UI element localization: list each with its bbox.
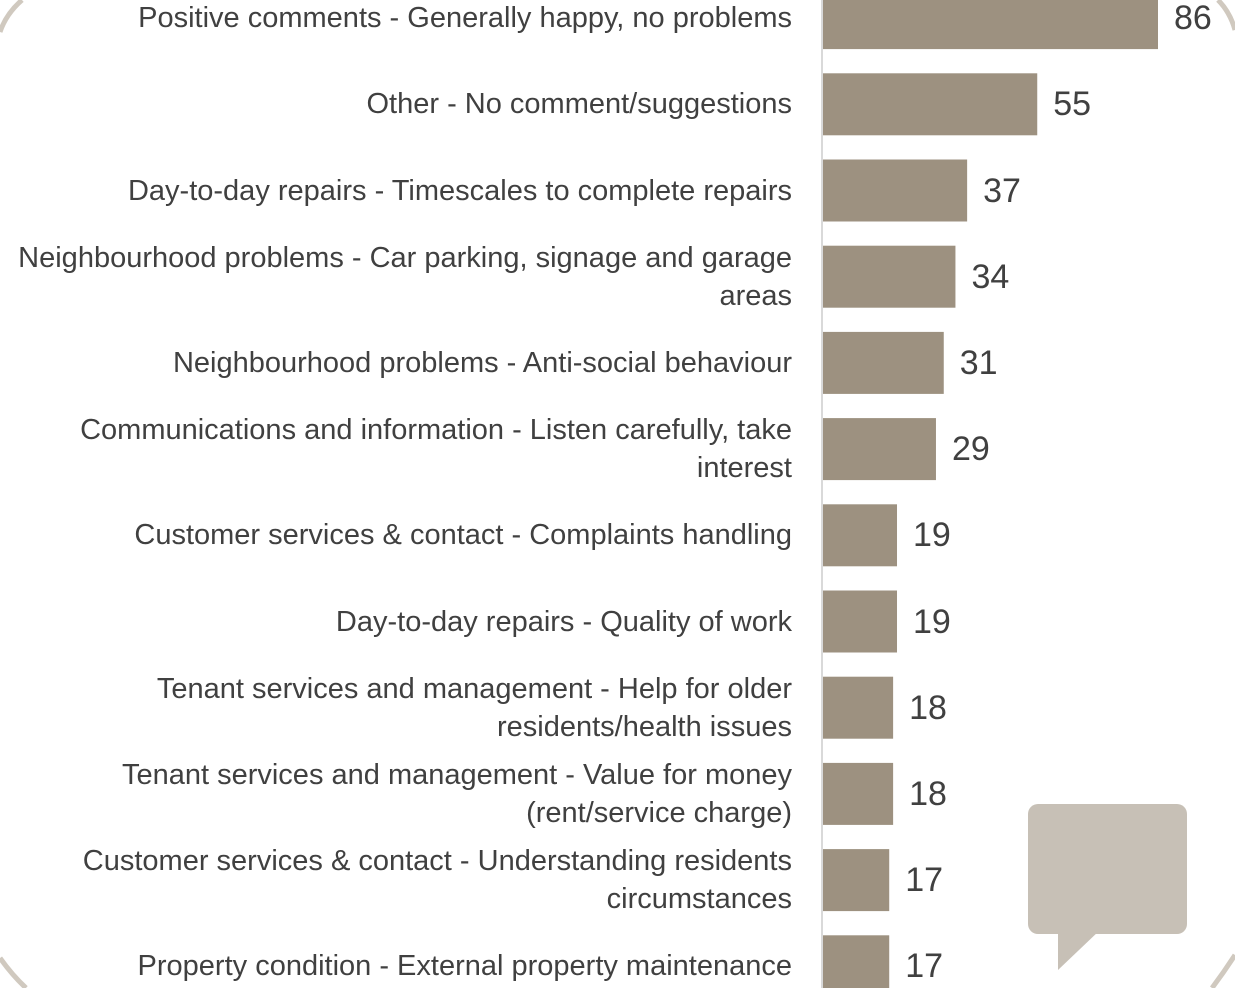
category-label: Neighbourhood problems - Anti-social beh… bbox=[172, 346, 792, 379]
data-label: 29 bbox=[951, 430, 990, 469]
category-label: Customer services & contact - Complaints… bbox=[134, 519, 792, 552]
data-label: 19 bbox=[913, 516, 951, 555]
bars-group bbox=[823, 0, 1158, 988]
bar bbox=[823, 762, 894, 825]
decorative-frame-bottom-left bbox=[0, 956, 28, 988]
decorative-frame-right bbox=[1216, 0, 1235, 31]
data-label: 18 bbox=[909, 688, 947, 727]
bar bbox=[823, 676, 894, 739]
category-label: Positive comments - Generally happy, no … bbox=[138, 2, 792, 35]
category-label: Other - No comment/suggestions bbox=[366, 88, 792, 121]
category-label: Tenant services and management - Help fo… bbox=[156, 672, 792, 743]
bar bbox=[823, 245, 956, 308]
bar bbox=[823, 418, 936, 481]
data-label: 31 bbox=[959, 343, 998, 382]
category-label: Day-to-day repairs - Quality of work bbox=[335, 605, 792, 638]
data-label: 34 bbox=[971, 257, 1010, 296]
bar bbox=[823, 159, 968, 222]
category-label: Tenant services and management - Value f… bbox=[121, 758, 792, 829]
bar bbox=[823, 0, 1158, 50]
data-label: 86 bbox=[1174, 0, 1212, 38]
data-label: 37 bbox=[983, 171, 1021, 210]
category-label: Customer services & contact - Understand… bbox=[82, 845, 792, 916]
bar bbox=[823, 849, 890, 912]
category-label: Property condition - External property m… bbox=[137, 950, 792, 983]
category-label: Communications and information - Listen … bbox=[80, 414, 792, 485]
category-label: Day-to-day repairs - Timescales to compl… bbox=[127, 174, 792, 207]
bar bbox=[823, 504, 898, 567]
data-label: 19 bbox=[913, 602, 951, 641]
bar bbox=[823, 935, 890, 988]
category-label: Neighbourhood problems - Car parking, si… bbox=[18, 241, 792, 312]
data-label: 17 bbox=[905, 861, 944, 900]
bar bbox=[823, 590, 898, 653]
speech-bubble-icon bbox=[1028, 804, 1187, 970]
decorative-frame-bottom-right bbox=[1209, 953, 1235, 988]
data-label: 17 bbox=[905, 947, 944, 986]
data-label: 55 bbox=[1053, 85, 1092, 124]
bar bbox=[823, 331, 944, 394]
decorative-frame-left bbox=[0, 0, 24, 33]
data-label: 18 bbox=[909, 774, 947, 813]
bar bbox=[823, 73, 1038, 136]
